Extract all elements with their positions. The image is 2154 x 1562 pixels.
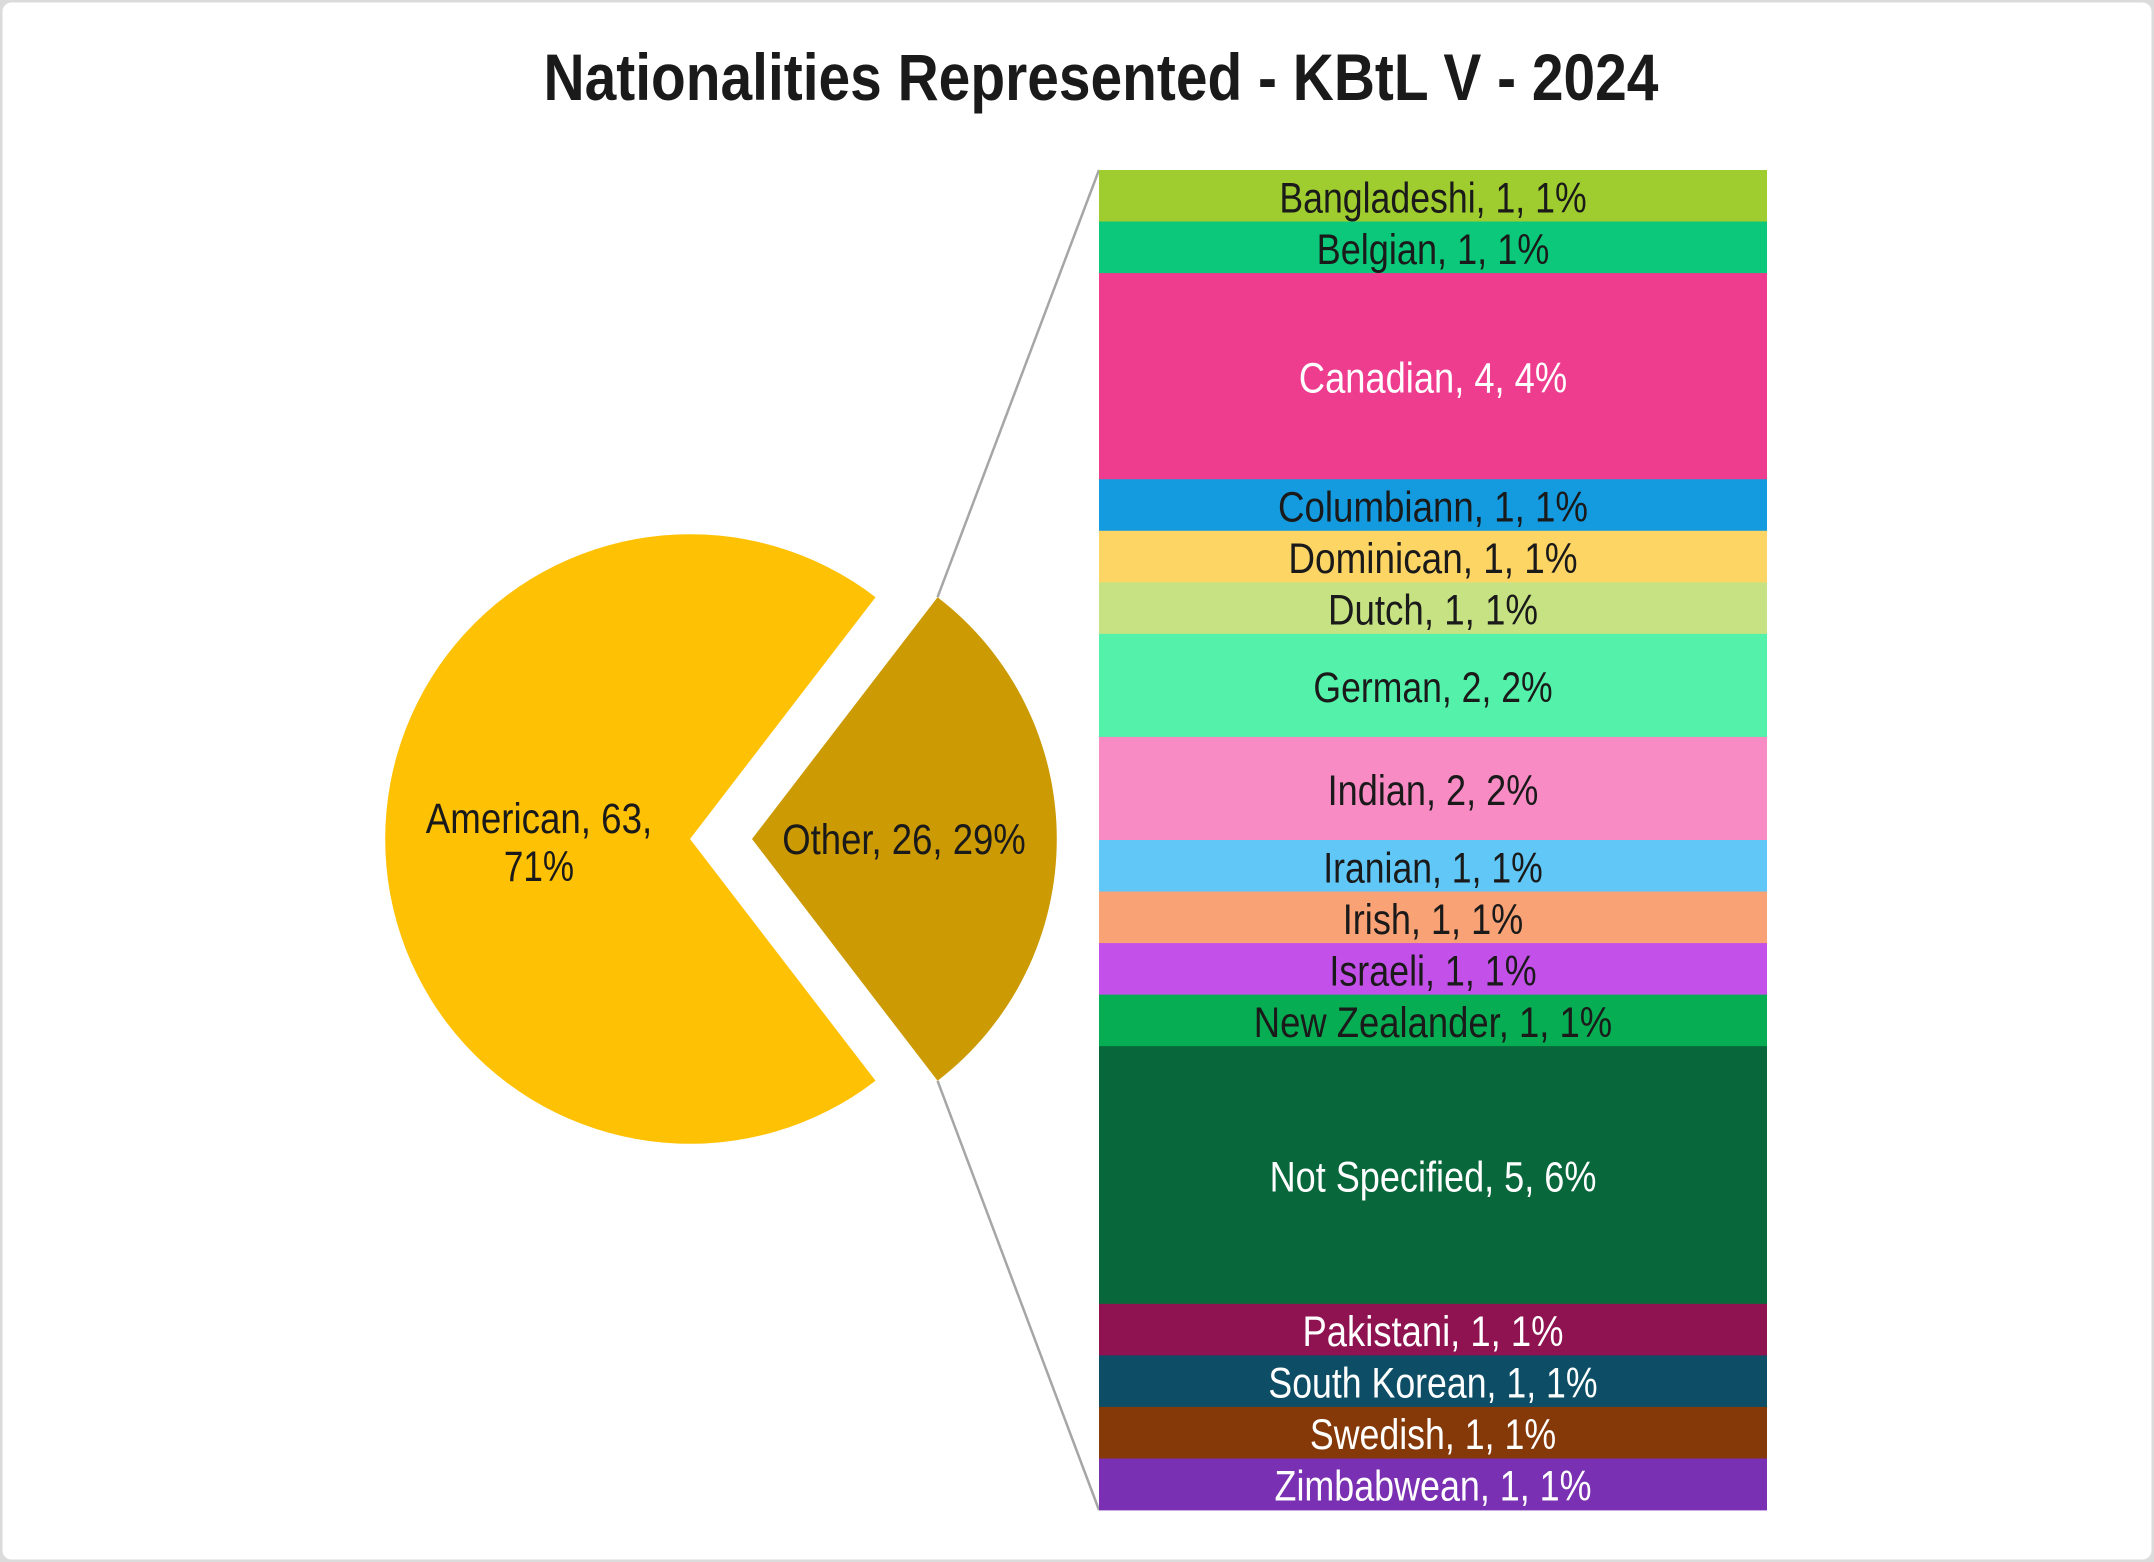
- svg-text:Israeli, 1, 1%: Israeli, 1, 1%: [1329, 947, 1536, 995]
- svg-text:Canadian, 4, 4%: Canadian, 4, 4%: [1299, 355, 1567, 403]
- svg-text:Bangladeshi, 1, 1%: Bangladeshi, 1, 1%: [1279, 174, 1586, 222]
- svg-text:Zimbabwean, 1, 1%: Zimbabwean, 1, 1%: [1275, 1463, 1592, 1511]
- svg-text:Indian, 2, 2%: Indian, 2, 2%: [1328, 767, 1539, 815]
- svg-text:Swedish, 1, 1%: Swedish, 1, 1%: [1310, 1411, 1556, 1459]
- svg-text:Columbiann, 1, 1%: Columbiann, 1, 1%: [1278, 484, 1588, 531]
- svg-text:South Korean, 1, 1%: South Korean, 1, 1%: [1268, 1360, 1597, 1408]
- svg-text:71%: 71%: [504, 843, 574, 891]
- svg-text:Dutch, 1, 1%: Dutch, 1, 1%: [1328, 587, 1538, 634]
- svg-text:Belgian, 1, 1%: Belgian, 1, 1%: [1317, 226, 1550, 274]
- svg-text:Iranian, 1, 1%: Iranian, 1, 1%: [1323, 844, 1542, 892]
- svg-text:Pakistani, 1, 1%: Pakistani, 1, 1%: [1303, 1308, 1564, 1355]
- svg-text:American, 63,: American, 63,: [426, 795, 652, 842]
- svg-text:Irish, 1, 1%: Irish, 1, 1%: [1343, 896, 1523, 944]
- svg-text:Nationalities Represented - KB: Nationalities Represented - KBtL V - 202…: [544, 41, 1659, 115]
- svg-text:New Zealander, 1, 1%: New Zealander, 1, 1%: [1254, 999, 1612, 1046]
- svg-text:Not Specified, 5, 6%: Not Specified, 5, 6%: [1270, 1154, 1597, 1202]
- svg-text:Other, 26, 29%: Other, 26, 29%: [782, 816, 1026, 863]
- svg-text:Dominican, 1, 1%: Dominican, 1, 1%: [1288, 535, 1577, 582]
- svg-text:German, 2, 2%: German, 2, 2%: [1313, 664, 1552, 712]
